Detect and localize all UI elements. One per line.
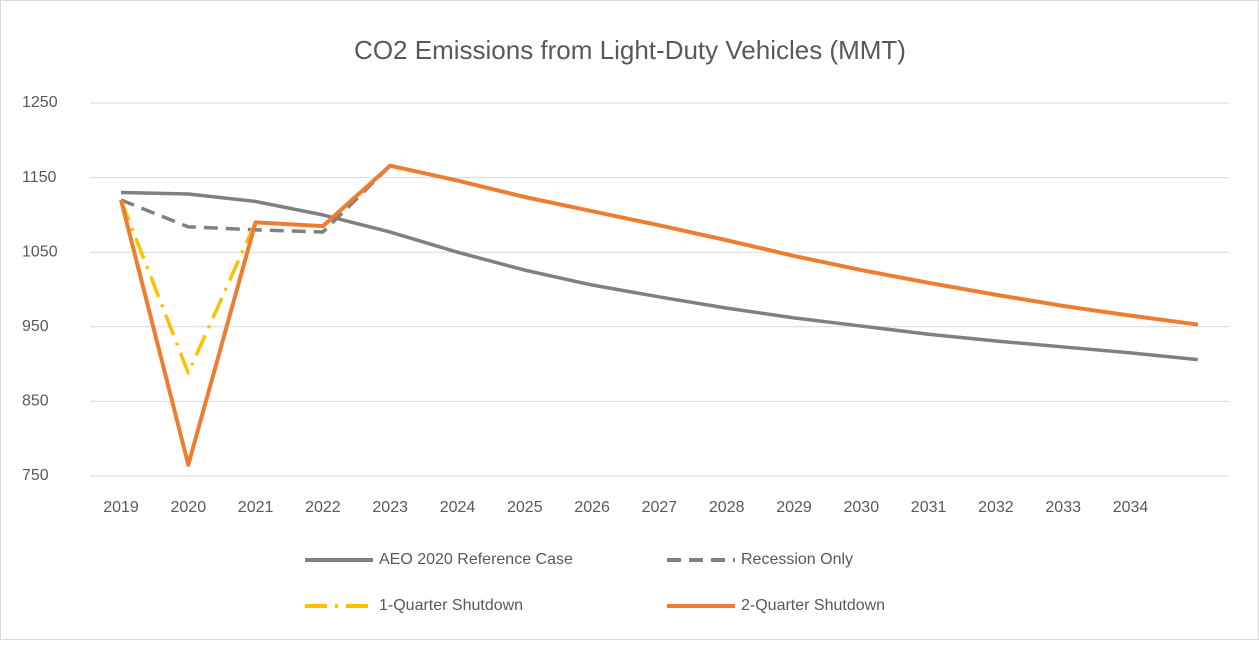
series-line (119, 163, 1199, 467)
y-tick-label: 1150 (22, 169, 57, 186)
x-tick-label: 2028 (709, 499, 745, 516)
y-tick-label: 1050 (22, 243, 58, 260)
legend-label: Recession Only (741, 551, 853, 568)
x-tick-label: 2034 (1113, 499, 1149, 516)
x-tick-label: 2026 (574, 499, 610, 516)
y-tick-label: 1250 (22, 94, 58, 111)
x-tick-label: 2019 (103, 499, 139, 516)
legend-label: 2-Quarter Shutdown (741, 597, 885, 614)
y-tick-label: 850 (22, 393, 49, 410)
x-tick-label: 2033 (1045, 499, 1081, 516)
legend-label: AEO 2020 Reference Case (379, 551, 573, 568)
x-tick-label: 2023 (372, 499, 408, 516)
x-tick-label: 2020 (171, 499, 207, 516)
chart-title: CO2 Emissions from Light-Duty Vehicles (… (354, 35, 906, 65)
legend-label: 1-Quarter Shutdown (379, 597, 523, 614)
x-tick-label: 2024 (440, 499, 476, 516)
x-tick-label: 2022 (305, 499, 341, 516)
x-tick-label: 2029 (776, 499, 812, 516)
x-tick-label: 2021 (238, 499, 274, 516)
y-tick-label: 950 (22, 318, 49, 335)
x-tick-label: 2030 (844, 499, 880, 516)
x-tick-label: 2025 (507, 499, 543, 516)
series-line (120, 190, 1198, 362)
x-tick-label: 2032 (978, 499, 1014, 516)
x-tick-label: 2031 (911, 499, 947, 516)
y-tick-label: 750 (22, 467, 49, 484)
x-tick-label: 2027 (642, 499, 678, 516)
